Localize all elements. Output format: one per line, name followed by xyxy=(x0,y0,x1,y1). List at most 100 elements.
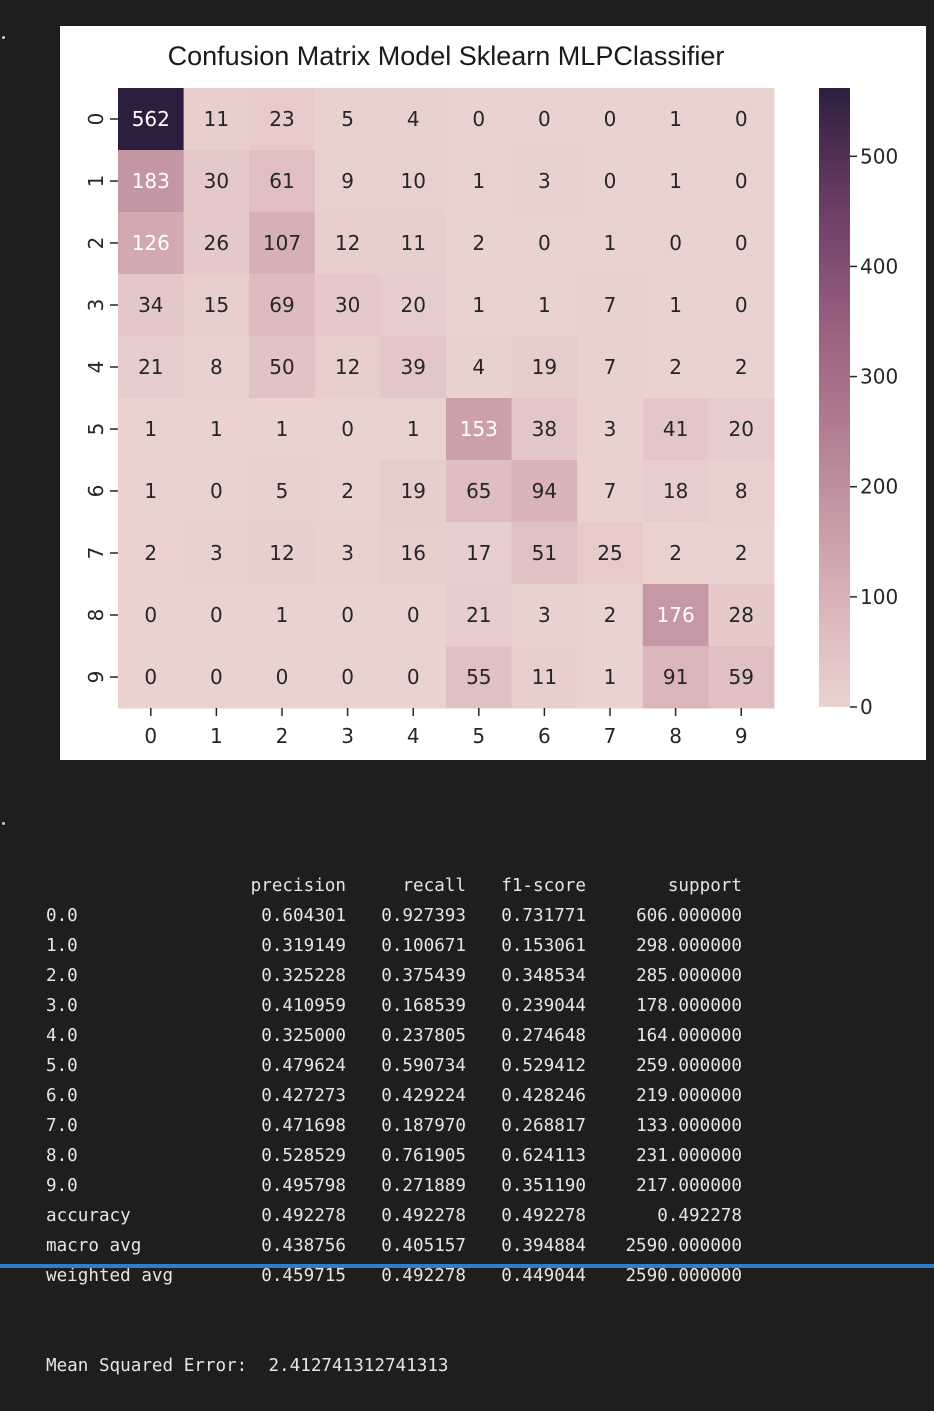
heatmap-cell-value: 7 xyxy=(604,355,617,379)
heatmap-cell-value: 126 xyxy=(132,231,170,255)
heatmap-cell xyxy=(249,460,316,523)
x-tick-label: 6 xyxy=(538,724,551,748)
x-tick-label: 8 xyxy=(669,724,682,748)
report-label: 5.0 xyxy=(46,1056,78,1076)
y-tick-label: 4 xyxy=(84,361,108,374)
report-value: 0.731771 xyxy=(501,906,586,926)
report-value: support xyxy=(667,876,742,896)
heatmap-cell-value: 0 xyxy=(538,231,551,255)
heatmap-cell xyxy=(380,646,447,709)
heatmap-cell-value: 59 xyxy=(728,665,753,689)
heatmap-cell xyxy=(183,88,250,151)
heatmap-cell-value: 0 xyxy=(341,603,354,627)
heatmap-cell-value: 1 xyxy=(538,293,551,317)
report-value: 0.271889 xyxy=(381,1176,466,1196)
heatmap-cell xyxy=(380,398,447,461)
heatmap-cell xyxy=(577,274,644,337)
heatmap-cell-value: 17 xyxy=(466,541,491,565)
heatmap-cell xyxy=(577,522,644,585)
heatmap-cell xyxy=(642,460,709,523)
heatmap-cell xyxy=(446,522,513,585)
heatmap-cell xyxy=(511,150,578,213)
colorbar-tick-label: 400 xyxy=(860,254,898,278)
heatmap-cell-value: 55 xyxy=(466,665,491,689)
report-label: 9.0 xyxy=(46,1176,78,1196)
report-value: 298.000000 xyxy=(636,936,742,956)
heatmap-cell xyxy=(708,212,775,275)
report-row: 3.0 0.410959 0.168539 0.239044 178.000000 xyxy=(46,991,742,1021)
report-row: macro avg 0.438756 0.405157 0.394884 2590.00… xyxy=(46,1231,742,1261)
heatmap-cell-value: 1 xyxy=(144,417,157,441)
y-tick-label: 5 xyxy=(84,423,108,436)
report-value: 606.000000 xyxy=(636,906,742,926)
report-value: 0.428246 xyxy=(501,1086,586,1106)
heatmap-cell-value: 2 xyxy=(341,479,354,503)
heatmap-cell xyxy=(446,646,513,709)
heatmap-cell xyxy=(642,212,709,275)
heatmap-cell-value: 94 xyxy=(532,479,557,503)
heatmap-cell-value: 39 xyxy=(400,355,425,379)
heatmap-cell-value: 19 xyxy=(532,355,557,379)
y-tick-label: 9 xyxy=(84,671,108,684)
report-value: 0.375439 xyxy=(381,966,466,986)
heatmap-cell xyxy=(642,88,709,151)
heatmap-cell-value: 3 xyxy=(341,541,354,565)
heatmap-cell-value: 0 xyxy=(538,107,551,131)
heatmap-cell xyxy=(118,336,185,399)
heatmap-cell xyxy=(511,646,578,709)
heatmap-cell-value: 19 xyxy=(400,479,425,503)
heatmap-cell-value: 1 xyxy=(669,293,682,317)
heatmap-cell-value: 0 xyxy=(669,231,682,255)
report-row: 2.0 0.325228 0.375439 0.348534 285.000000 xyxy=(46,961,742,991)
x-tick-label: 3 xyxy=(341,724,354,748)
report-value: 0.351190 xyxy=(501,1176,586,1196)
heatmap-cell-value: 1 xyxy=(472,169,485,193)
heatmap-cell xyxy=(380,274,447,337)
report-label: 1.0 xyxy=(46,936,78,956)
report-value: 0.492278 xyxy=(261,1206,346,1226)
report-value: f1-score xyxy=(501,876,586,896)
report-label: accuracy xyxy=(46,1206,131,1226)
heatmap-cell xyxy=(446,460,513,523)
report-value: 133.000000 xyxy=(636,1116,742,1136)
y-tick-label: 7 xyxy=(84,547,108,560)
heatmap-cell xyxy=(314,274,381,337)
heatmap-cell xyxy=(118,150,185,213)
heatmap-cell xyxy=(577,336,644,399)
report-value: 259.000000 xyxy=(636,1056,742,1076)
report-value: 0.528529 xyxy=(261,1146,346,1166)
heatmap-cell xyxy=(118,460,185,523)
heatmap-cell xyxy=(183,336,250,399)
heatmap-cell xyxy=(249,646,316,709)
heatmap-cell-value: 2 xyxy=(604,603,617,627)
heatmap-cell xyxy=(380,584,447,647)
heatmap-cell xyxy=(511,88,578,151)
heatmap-cell xyxy=(118,274,185,337)
heatmap-cell-value: 183 xyxy=(132,169,170,193)
colorbar-tick-label: 300 xyxy=(860,365,898,389)
heatmap-cell xyxy=(577,212,644,275)
chart-title: Confusion Matrix Model Sklearn MLPClassi… xyxy=(168,41,725,71)
output-cell-marker-2 xyxy=(2,822,5,825)
report-label: 7.0 xyxy=(46,1116,78,1136)
heatmap-cell-value: 562 xyxy=(132,107,170,131)
heatmap-cell xyxy=(511,584,578,647)
heatmap-cell xyxy=(708,522,775,585)
y-tick-label: 2 xyxy=(84,237,108,250)
heatmap-cell-value: 20 xyxy=(728,417,753,441)
heatmap-cell xyxy=(642,398,709,461)
heatmap-cell xyxy=(446,336,513,399)
heatmap-cell xyxy=(118,584,185,647)
x-tick-label: 7 xyxy=(604,724,617,748)
heatmap-cell xyxy=(380,522,447,585)
report-value: 0.274648 xyxy=(501,1026,586,1046)
heatmap-cell-value: 1 xyxy=(210,417,223,441)
heatmap-cell xyxy=(314,212,381,275)
heatmap-cell-value: 28 xyxy=(728,603,753,627)
heatmap-cell xyxy=(314,584,381,647)
report-value: 0.348534 xyxy=(501,966,586,986)
report-label: macro avg xyxy=(46,1236,142,1256)
report-value: 2590.000000 xyxy=(625,1236,742,1256)
heatmap-cell xyxy=(118,522,185,585)
y-tick-label: 3 xyxy=(84,299,108,312)
